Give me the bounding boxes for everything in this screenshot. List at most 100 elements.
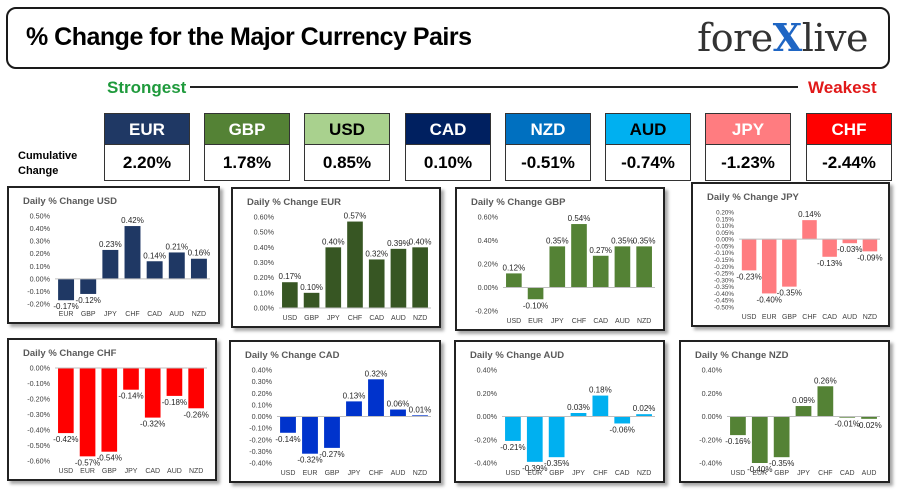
y-tick-label: 0.00% xyxy=(252,412,273,421)
currency-cumulative-value: 1.78% xyxy=(222,153,272,172)
bar-aud xyxy=(390,248,407,308)
data-label: 0.27% xyxy=(589,246,612,255)
x-category-label: EUR xyxy=(762,314,777,321)
logo-text-left: fore xyxy=(697,16,773,60)
x-category-label: CAD xyxy=(840,470,855,477)
data-label: 0.02% xyxy=(633,404,656,413)
data-label: 0.35% xyxy=(546,236,569,245)
bar-jpy xyxy=(795,406,812,417)
x-category-label: EUR xyxy=(303,470,318,477)
y-tick-label: 0.20% xyxy=(716,210,734,217)
y-tick-label: -0.60% xyxy=(27,457,50,466)
x-category-label: NZD xyxy=(637,470,651,477)
currency-box-cad: CAD 0.10% xyxy=(405,113,491,181)
chart-cad: Daily % Change CAD 0.40% 0.30% 0.20% 0.10% 0.… xyxy=(245,350,432,477)
chart-title: Daily % Change AUD xyxy=(470,350,564,361)
x-category-label: CHF xyxy=(369,470,383,477)
currency-code: USD xyxy=(305,114,389,145)
data-label: 0.40% xyxy=(409,237,432,246)
x-category-label: USD xyxy=(281,470,296,477)
y-tick-label: 0.10% xyxy=(252,400,273,409)
y-tick-label: -0.05% xyxy=(714,243,734,250)
bar-usd xyxy=(506,273,522,288)
bar-chf xyxy=(124,226,141,279)
bar-eur xyxy=(79,368,96,457)
chart-title: Daily % Change GBP xyxy=(471,197,566,208)
x-category-label: CAD xyxy=(593,318,608,325)
bar-jpy xyxy=(346,401,362,417)
data-label: -0.27% xyxy=(319,450,344,459)
data-label: 0.40% xyxy=(322,237,345,246)
chart-title: Daily % Change CHF xyxy=(23,348,117,359)
data-label: -0.18% xyxy=(162,398,187,407)
bar-gbp xyxy=(324,416,340,448)
x-category-label: GBP xyxy=(325,470,340,477)
currency-cumulative-value: 0.85% xyxy=(322,153,372,172)
currency-code: CHF xyxy=(807,114,891,145)
chart-chf: Daily % Change CHF 0.00% -0.10% -0.20% -0.30… xyxy=(23,348,209,475)
y-tick-label: 0.20% xyxy=(477,389,498,398)
data-label: 0.18% xyxy=(589,386,612,395)
bar-jpy xyxy=(325,247,342,308)
x-category-label: AUD xyxy=(391,315,406,322)
bar-nzd xyxy=(188,368,204,409)
data-label: 0.35% xyxy=(611,236,634,245)
chart-panel-gbp: Daily % Change GBP 0.60% 0.40% 0.20% 0.00% -0… xyxy=(455,187,665,331)
y-tick-label: -0.20% xyxy=(699,435,722,444)
y-tick-label: -0.25% xyxy=(714,271,734,278)
cumulative-label-line1: Cumulative xyxy=(18,150,78,162)
x-category-label: NZD xyxy=(413,315,427,322)
bar-cad xyxy=(614,416,631,424)
bar-cad xyxy=(368,259,385,308)
chart-title: Daily % Change USD xyxy=(23,196,117,207)
chart-panel-nzd: Daily % Change NZD 0.40% 0.20% 0.00% -0.20% -… xyxy=(679,340,890,483)
currency-cumulative-value: -2.44% xyxy=(822,153,876,172)
bar-aud xyxy=(861,416,877,419)
data-label: 0.09% xyxy=(792,396,815,405)
currency-cumulative-value: -1.23% xyxy=(721,153,775,172)
bar-usd xyxy=(505,416,521,441)
bar-nzd xyxy=(190,258,207,279)
x-category-label: EUR xyxy=(528,318,543,325)
y-tick-label: -0.10% xyxy=(27,287,50,296)
x-category-label: AUD xyxy=(169,311,184,318)
currency-cumulative-value: 0.10% xyxy=(423,153,473,172)
chart-panel-cad: Daily % Change CAD 0.40% 0.30% 0.20% 0.10% 0.… xyxy=(229,340,441,483)
data-label: 0.32% xyxy=(365,369,388,378)
data-label: -0.03% xyxy=(837,245,862,254)
chart-title: Daily % Change JPY xyxy=(707,192,800,203)
data-label: -0.57% xyxy=(75,458,100,467)
x-category-label: AUD xyxy=(842,314,857,321)
bar-nzd xyxy=(862,239,878,252)
x-category-label: CHF xyxy=(802,314,816,321)
forexlive-logo: foreXlive xyxy=(697,15,868,60)
bar-gbp xyxy=(782,239,797,287)
bar-aud xyxy=(390,409,406,417)
bar-eur xyxy=(751,416,768,463)
y-tick-label: 0.30% xyxy=(30,237,51,246)
data-label: -0.17% xyxy=(53,302,78,311)
currency-box-eur: EUR 2.20% xyxy=(104,113,190,181)
x-category-label: USD xyxy=(506,318,521,325)
x-category-label: AUD xyxy=(615,318,630,325)
y-tick-label: -0.20% xyxy=(249,435,272,444)
y-tick-label: 0.30% xyxy=(254,258,275,267)
bar-jpy xyxy=(123,368,139,390)
bar-aud xyxy=(614,246,631,288)
x-category-label: JPY xyxy=(797,470,810,477)
y-tick-label: -0.40% xyxy=(714,291,734,298)
bar-nzd xyxy=(636,414,652,417)
data-label: 0.16% xyxy=(188,249,211,258)
chart-panel-jpy: Daily % Change JPY 0.20% 0.15% 0.10% 0.05% 0.… xyxy=(691,182,890,327)
data-label: 0.01% xyxy=(409,405,432,414)
x-category-label: JPY xyxy=(348,470,361,477)
data-label: -0.32% xyxy=(297,456,322,465)
currency-box-aud: AUD -0.74% xyxy=(605,113,691,181)
x-category-label: CHF xyxy=(125,311,139,318)
y-tick-label: -0.30% xyxy=(714,277,734,284)
currency-box-usd: USD 0.85% xyxy=(304,113,390,181)
bar-gbp xyxy=(548,416,565,458)
x-category-label: NZD xyxy=(863,314,877,321)
bar-usd xyxy=(741,239,757,271)
bar-chf xyxy=(368,379,384,417)
